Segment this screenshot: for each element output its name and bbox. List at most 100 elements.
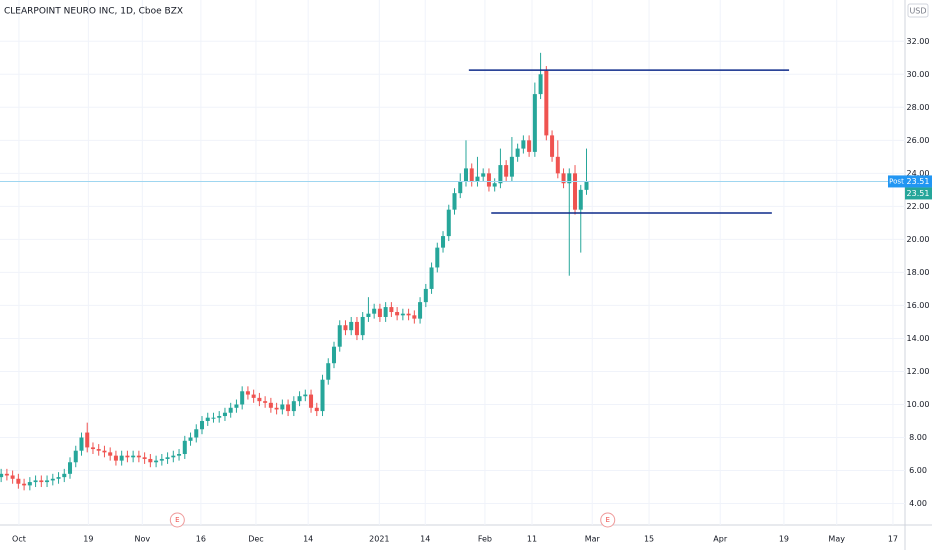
candle-body [377, 308, 382, 317]
candle-body [245, 391, 250, 395]
candle-body [182, 440, 187, 455]
x-tick-label: 15 [644, 535, 654, 544]
candle-body [573, 173, 578, 210]
x-tick-label: 14 [420, 535, 430, 544]
candle-body [16, 478, 21, 484]
candle-body [326, 363, 331, 380]
candle-body [148, 458, 153, 463]
candle-body [389, 307, 394, 313]
candle-body [527, 140, 532, 152]
candle-body [343, 325, 348, 331]
candle-body [349, 321, 354, 331]
event-label: E [606, 516, 610, 524]
candle-body [108, 452, 113, 456]
x-tick-label: Feb [478, 535, 492, 544]
candle-body [228, 407, 233, 413]
candle-body [125, 455, 130, 458]
labels: 4.00 6.00 8.00 10.00 12.00 14.00 16.00 18.00 20.… [12, 37, 932, 544]
candle-body [538, 74, 543, 95]
candle-body [486, 173, 491, 187]
candle-body [435, 247, 440, 268]
y-tick-label: 28.00 [907, 103, 930, 112]
y-tick-label: 6.00 [909, 466, 927, 475]
candle-body [521, 140, 526, 149]
y-tick-label: 30.00 [907, 70, 930, 79]
candle-body [188, 437, 193, 441]
candle-body [584, 181, 589, 190]
candle-body [418, 302, 423, 319]
candle-body [194, 429, 199, 438]
candle-body [429, 267, 434, 289]
chart-title: CLEARPOINT NEURO INC, 1D, Cboe BZX [4, 7, 183, 17]
candle-body [165, 457, 170, 459]
candle-body [303, 394, 308, 397]
y-tick-label: 18.00 [907, 268, 930, 277]
candle-body [309, 394, 314, 408]
x-tick-label: 11 [527, 535, 537, 544]
candle-body [79, 437, 84, 451]
candle-body [578, 189, 583, 210]
candle-body [142, 457, 147, 459]
candle-body [504, 165, 509, 177]
y-tick-label: 24.00 [907, 169, 930, 178]
candle-body [10, 475, 15, 479]
candle-body [62, 473, 67, 478]
candle-body [561, 173, 566, 184]
y-tick-label: 20.00 [907, 235, 930, 244]
candle-body [469, 168, 474, 182]
event-label: E [175, 516, 179, 524]
candle-body [268, 402, 273, 408]
candle-body [22, 483, 27, 486]
y-tick-label: 26.00 [907, 136, 930, 145]
grid [0, 0, 905, 525]
candle-body [412, 315, 417, 319]
candle-body [515, 148, 520, 157]
y-tick-label: 22.00 [907, 202, 930, 211]
candle-body [263, 401, 268, 403]
candle-body [331, 346, 337, 364]
y-tick-label: 32.00 [907, 37, 930, 46]
candle-body [475, 176, 480, 182]
candle-body [423, 288, 428, 303]
candle-body [544, 70, 549, 136]
y-tick-label: 8.00 [909, 433, 927, 442]
candle-body [136, 455, 141, 458]
candle-body [395, 312, 400, 316]
y-tick-label: 14.00 [907, 334, 930, 343]
candle-body [481, 173, 486, 177]
last-price-label: 23.51 [907, 189, 930, 198]
event-marker [169, 512, 185, 528]
candle-body [383, 307, 388, 317]
candle-body [286, 404, 291, 412]
candle-body [45, 480, 50, 483]
y-tick-label: 16.00 [907, 301, 930, 310]
candle-body [337, 325, 342, 347]
candle-body [532, 94, 537, 152]
candle-body [73, 450, 78, 463]
candle-body [291, 401, 296, 412]
post-price-label: 23.51 [907, 177, 930, 186]
candle-body [199, 420, 205, 430]
candle-body [68, 462, 73, 474]
candle-body [131, 455, 136, 458]
candle-body [222, 412, 227, 417]
x-tick-label: 2021 [369, 535, 389, 544]
candle-body [119, 455, 124, 461]
x-tick-label: Nov [135, 535, 151, 544]
candle-body [234, 404, 239, 408]
x-tick-label: 19 [779, 535, 789, 544]
candle-body [205, 417, 210, 421]
candle-body [177, 454, 182, 456]
x-tick-label: 19 [83, 535, 93, 544]
candle-body [171, 455, 176, 458]
last-price-box [905, 187, 932, 200]
candle-body [400, 313, 405, 316]
candle-body [498, 165, 503, 184]
candle-body [492, 183, 497, 187]
candle-body [366, 313, 371, 317]
currency-box [907, 3, 929, 18]
candle-body [33, 480, 38, 483]
candle-body [50, 478, 55, 481]
candle-body [372, 308, 377, 314]
